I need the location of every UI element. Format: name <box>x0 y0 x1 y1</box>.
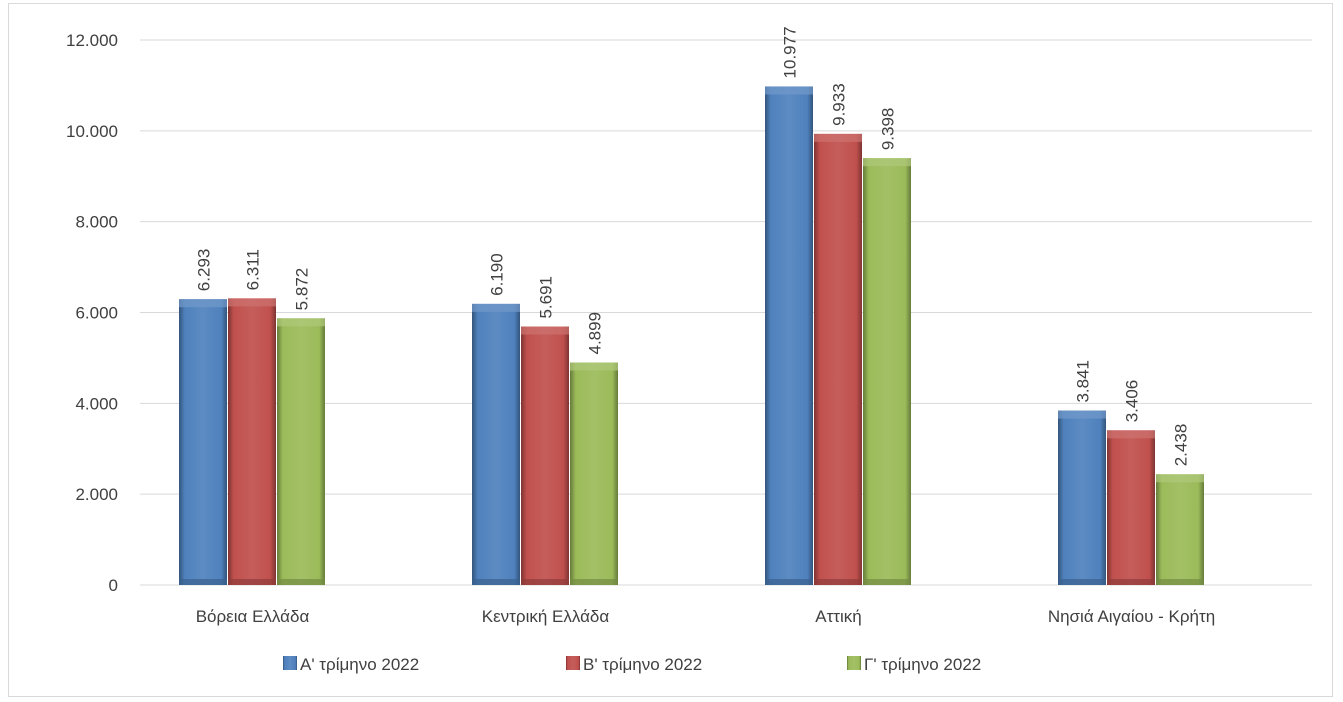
bar <box>814 133 862 585</box>
legend-item: Γ' τρίμηνο 2022 <box>847 655 981 674</box>
bar <box>1107 430 1155 585</box>
bar <box>765 86 813 586</box>
data-label: 6.311 <box>244 249 263 290</box>
y-tick-label: 0 <box>109 576 118 595</box>
x-category-label: Νησιά Αιγαίου - Κρήτη <box>1048 607 1215 626</box>
x-category-label: Βόρεια Ελλάδα <box>196 607 310 626</box>
y-tick-label: 8.000 <box>75 213 118 232</box>
data-label: 6.293 <box>195 249 214 292</box>
bar <box>570 362 618 585</box>
legend: Α' τρίμηνο 2022 Β' τρίμηνο 2022 Γ' τρίμηνο… <box>283 655 981 674</box>
data-label: 6.190 <box>488 253 507 296</box>
legend-swatch <box>847 656 861 670</box>
y-tick-label: 10.000 <box>66 122 118 141</box>
data-label: 9.933 <box>830 83 849 126</box>
y-tick-label: 4.000 <box>75 394 118 413</box>
data-label: 9.398 <box>879 108 898 151</box>
data-label: 2.438 <box>1172 424 1191 467</box>
bar <box>228 298 276 585</box>
y-tick-label: 2.000 <box>75 485 118 504</box>
data-labels: 6.293 6.311 5.872 6.190 5.691 4.899 10.977 9.93… <box>195 26 1191 466</box>
bars <box>179 86 1204 586</box>
legend-label: Α' τρίμηνο 2022 <box>300 655 419 674</box>
bar <box>521 326 569 585</box>
x-axis: Βόρεια Ελλάδα Κεντρική Ελλάδα Αττική Νησιά … <box>196 607 1215 626</box>
legend-label: Β' τρίμηνο 2022 <box>583 655 702 674</box>
data-label: 3.406 <box>1123 380 1142 423</box>
legend-swatch <box>283 656 297 670</box>
data-label: 5.872 <box>293 268 312 311</box>
legend-label: Γ' τρίμηνο 2022 <box>864 655 981 674</box>
x-category-label: Κεντρική Ελλάδα <box>482 607 610 626</box>
y-axis: 0 2.000 4.000 6.000 8.000 10.000 12.000 <box>66 31 118 595</box>
legend-item: Β' τρίμηνο 2022 <box>566 655 702 674</box>
y-tick-label: 6.000 <box>75 304 118 323</box>
data-label: 10.977 <box>781 26 800 78</box>
legend-swatch <box>566 656 580 670</box>
bar <box>179 299 227 585</box>
y-tick-label: 12.000 <box>66 31 118 50</box>
bar <box>277 318 325 585</box>
data-label: 3.841 <box>1074 360 1093 403</box>
bar <box>863 158 911 585</box>
x-category-label: Αττική <box>815 607 862 626</box>
bar <box>1156 474 1204 585</box>
data-label: 5.691 <box>537 276 556 319</box>
legend-item: Α' τρίμηνο 2022 <box>283 655 419 674</box>
data-label: 4.899 <box>586 312 605 355</box>
bar <box>1058 410 1106 585</box>
bar <box>472 303 520 585</box>
